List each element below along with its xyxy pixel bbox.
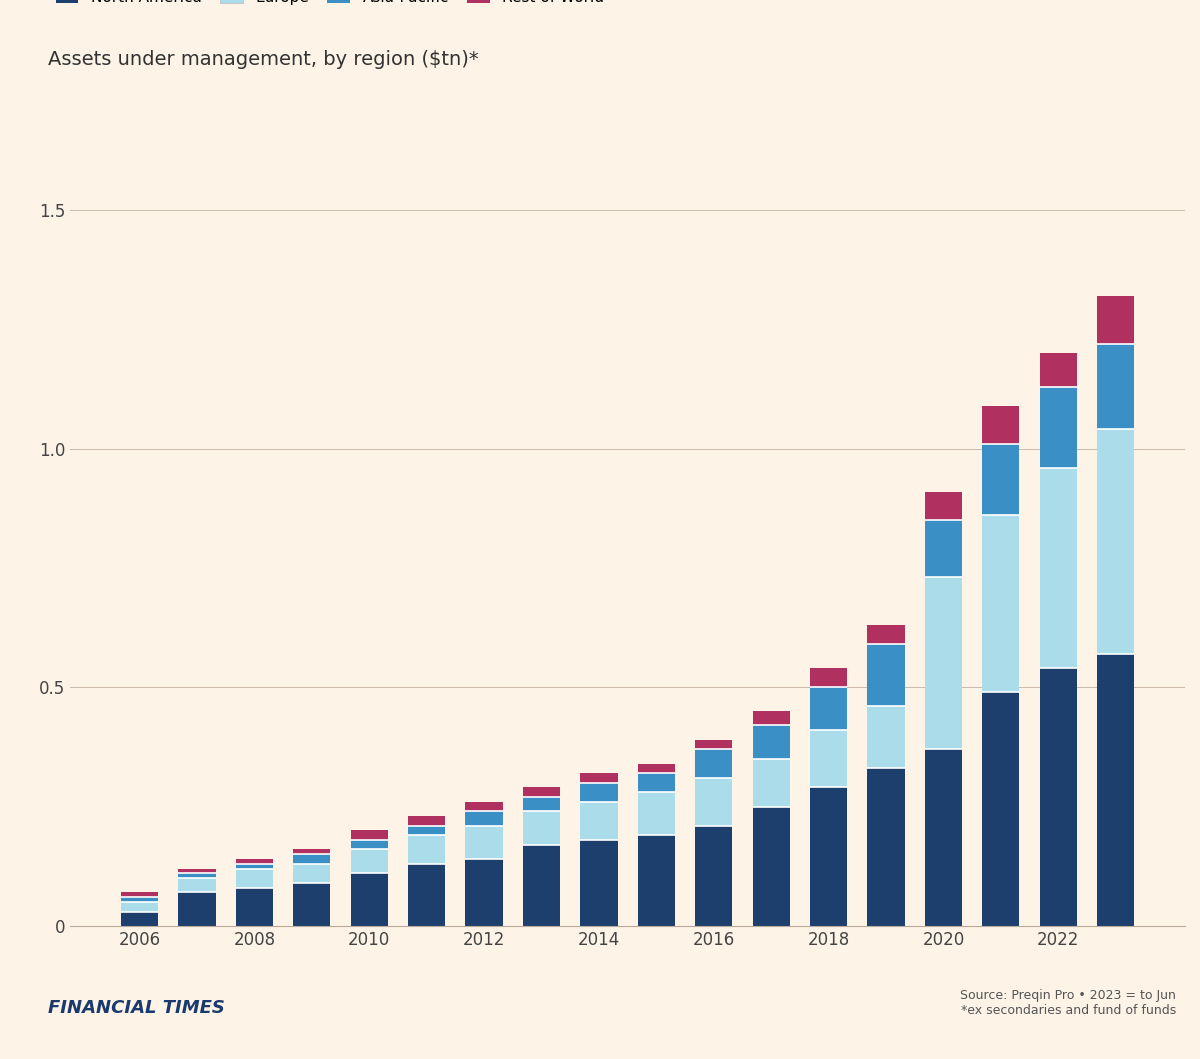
Bar [695, 778, 732, 826]
Bar [121, 912, 158, 926]
Bar [466, 811, 503, 826]
Bar [235, 868, 274, 887]
Bar [982, 516, 1020, 692]
Bar [293, 864, 330, 883]
Bar [466, 826, 503, 859]
Bar [637, 773, 674, 792]
Text: Assets under management, by region ($tn)*: Assets under management, by region ($tn)… [48, 50, 479, 69]
Bar [752, 725, 790, 759]
Bar [121, 902, 158, 912]
Bar [868, 625, 905, 644]
Bar [408, 836, 445, 864]
Bar [752, 711, 790, 725]
Bar [925, 750, 962, 926]
Bar [1097, 343, 1134, 430]
Bar [752, 759, 790, 807]
Bar [810, 668, 847, 687]
Bar [581, 802, 618, 840]
Bar [810, 730, 847, 788]
Bar [925, 491, 962, 520]
Bar [523, 788, 560, 797]
Bar [925, 577, 962, 750]
Bar [1039, 387, 1076, 468]
Bar [523, 797, 560, 811]
Bar [408, 816, 445, 826]
Bar [523, 811, 560, 845]
Bar [1039, 668, 1076, 926]
Bar [179, 868, 216, 874]
Bar [350, 830, 388, 840]
Legend: North America, Europe, Asia-Pacific, Rest of World: North America, Europe, Asia-Pacific, Res… [55, 0, 605, 5]
Bar [581, 783, 618, 802]
Bar [466, 802, 503, 811]
Bar [1097, 295, 1134, 343]
Bar [523, 845, 560, 926]
Bar [1039, 468, 1076, 668]
Bar [868, 644, 905, 706]
Bar [581, 773, 618, 783]
Bar [179, 878, 216, 893]
Bar [752, 807, 790, 926]
Bar [695, 750, 732, 778]
Bar [810, 788, 847, 926]
Bar [868, 769, 905, 926]
Text: Source: Preqin Pro • 2023 = to Jun
*ex secondaries and fund of funds: Source: Preqin Pro • 2023 = to Jun *ex s… [960, 989, 1176, 1017]
Bar [121, 897, 158, 902]
Bar [293, 849, 330, 855]
Bar [1097, 430, 1134, 653]
Bar [350, 849, 388, 874]
Bar [1039, 353, 1076, 387]
Bar [235, 864, 274, 868]
Bar [695, 826, 732, 926]
Bar [695, 739, 732, 750]
Bar [350, 874, 388, 926]
Bar [179, 893, 216, 926]
Bar [179, 874, 216, 878]
Bar [637, 836, 674, 926]
Bar [121, 893, 158, 897]
Bar [637, 792, 674, 836]
Bar [466, 859, 503, 926]
Bar [408, 864, 445, 926]
Bar [810, 687, 847, 730]
Bar [982, 406, 1020, 444]
Bar [293, 855, 330, 864]
Text: FINANCIAL TIMES: FINANCIAL TIMES [48, 999, 224, 1017]
Bar [235, 859, 274, 864]
Bar [408, 826, 445, 836]
Bar [925, 520, 962, 577]
Bar [581, 840, 618, 926]
Bar [1097, 653, 1134, 926]
Bar [235, 887, 274, 926]
Bar [982, 692, 1020, 926]
Bar [350, 840, 388, 849]
Bar [982, 444, 1020, 516]
Bar [868, 706, 905, 769]
Bar [637, 764, 674, 773]
Bar [293, 883, 330, 926]
